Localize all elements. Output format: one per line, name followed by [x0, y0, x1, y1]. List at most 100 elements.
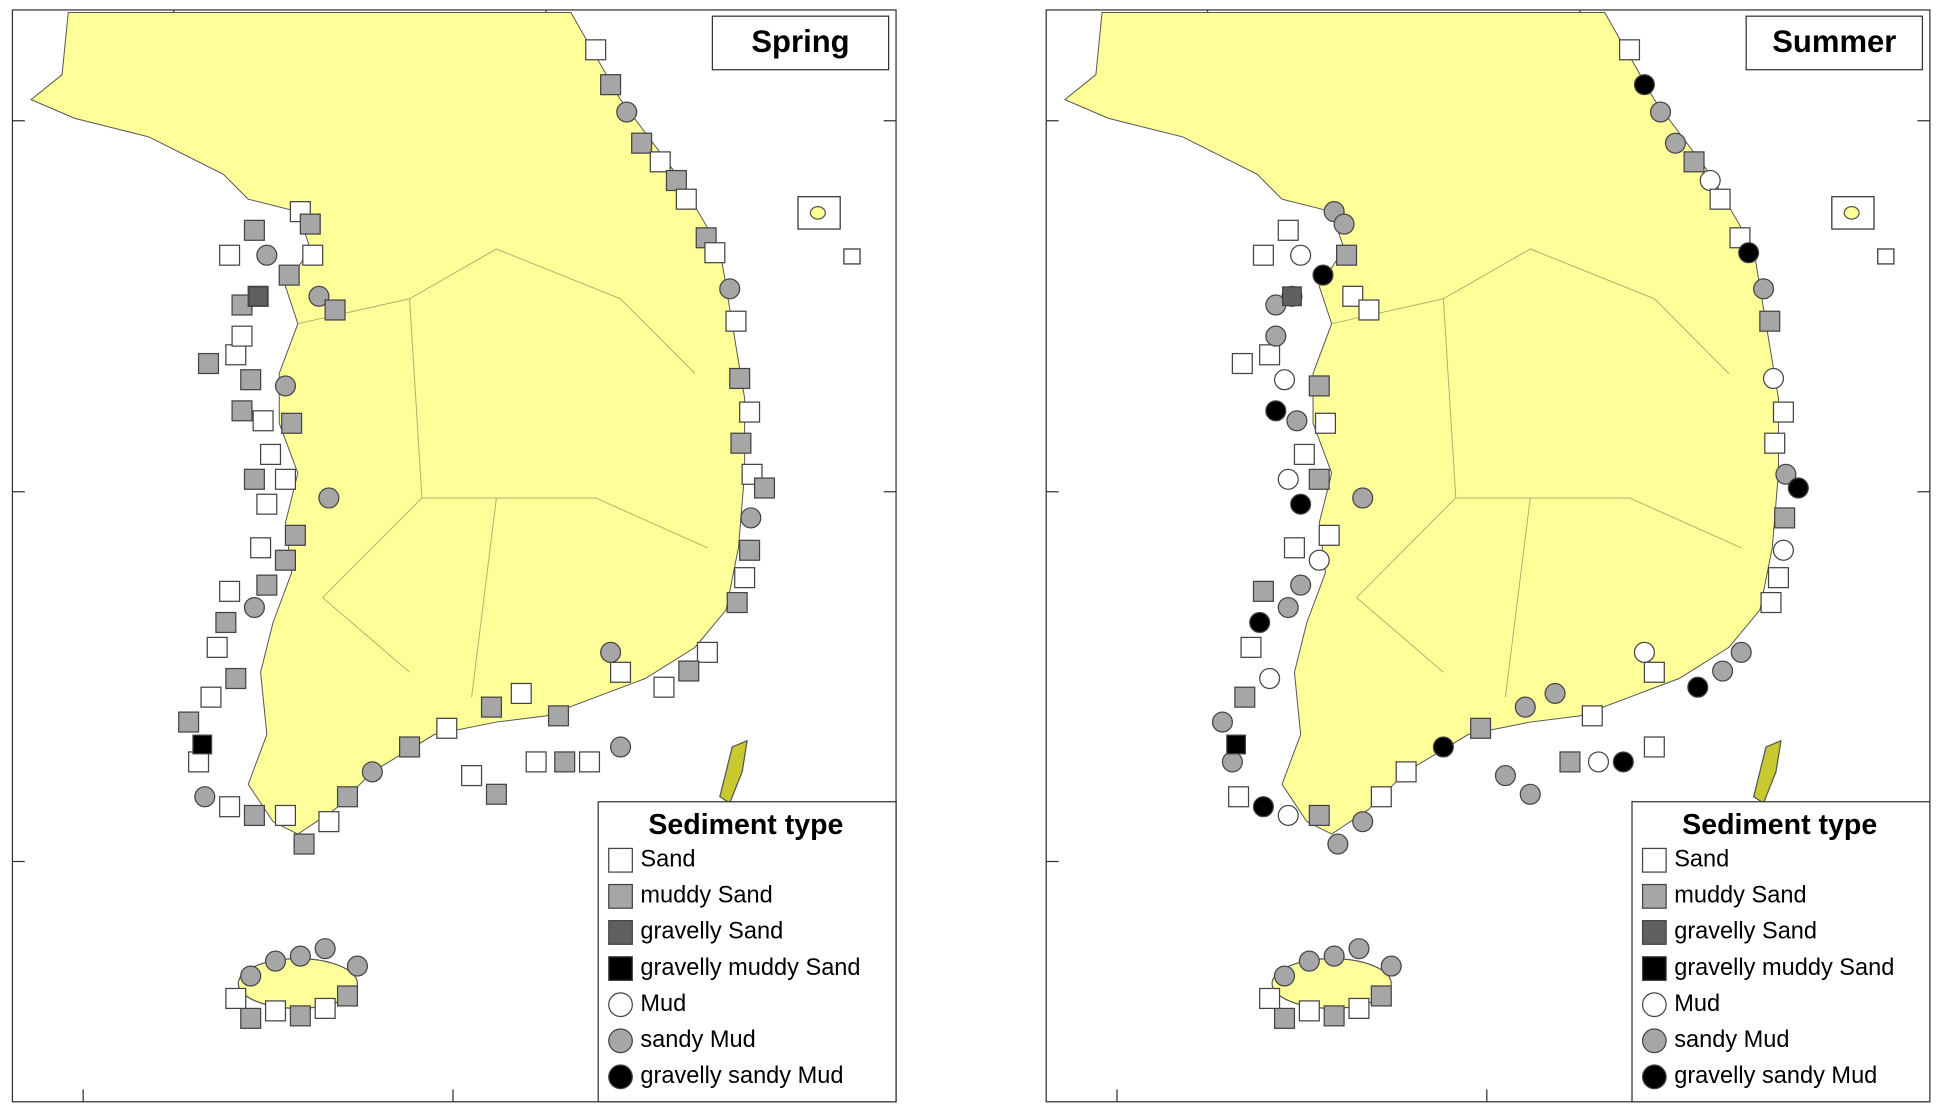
station-square: [726, 591, 748, 614]
station-circle: [616, 101, 638, 123]
station-square: [1283, 537, 1305, 559]
station-square: [231, 400, 253, 422]
legend-title: Sediment type: [1682, 809, 1877, 841]
station-square: [485, 783, 507, 805]
station-square: [649, 151, 671, 173]
station-square: [250, 537, 272, 559]
station-square: [1764, 432, 1786, 454]
station-square: [1293, 443, 1315, 465]
station-square: [1348, 997, 1370, 1019]
station-square: [225, 667, 247, 690]
station-square: [704, 242, 726, 264]
station-circle: [1775, 463, 1797, 485]
station-square: [608, 883, 633, 909]
map-panel: Summer Sediment type Sand muddy Sand gravell…: [1045, 9, 1931, 1103]
inset-box: [1831, 196, 1875, 230]
station-square: [1323, 1005, 1345, 1027]
station-circle: [1641, 1064, 1667, 1090]
station-square: [1336, 244, 1358, 266]
station-square: [729, 367, 751, 390]
station-circle: [1352, 487, 1374, 509]
legend-label: gravelly sandy Mud: [640, 1063, 843, 1089]
station-circle: [1277, 596, 1299, 619]
station-square: [1641, 883, 1667, 909]
station-square: [1231, 352, 1253, 375]
station-square: [547, 705, 570, 727]
station-square: [1259, 344, 1281, 366]
station-square: [200, 686, 222, 708]
station-square: [302, 244, 324, 266]
station-square: [725, 310, 747, 332]
legend-label: Mud: [640, 991, 686, 1017]
station-circle: [1252, 796, 1274, 818]
inset-box: [797, 196, 841, 230]
station-circle: [1259, 667, 1281, 690]
station-square: [739, 401, 761, 423]
station-square: [1641, 920, 1667, 945]
station-circle: [1544, 682, 1566, 705]
station-circle: [1633, 641, 1655, 663]
station-square: [206, 636, 228, 658]
station-square: [1259, 987, 1281, 1010]
station-circle: [1290, 493, 1312, 515]
station-circle: [1633, 74, 1655, 96]
station-circle: [600, 641, 622, 663]
station-circle: [1612, 751, 1634, 773]
station-circle: [1641, 992, 1667, 1018]
station-circle: [608, 1028, 633, 1054]
station-square: [1318, 524, 1340, 546]
station-square: [324, 299, 346, 321]
ulleung-island: [1843, 206, 1860, 220]
station-circle: [1273, 965, 1296, 987]
station-circle: [1730, 641, 1752, 663]
station-square: [278, 264, 300, 286]
station-square: [188, 751, 210, 773]
legend-label: sandy Mud: [1674, 1027, 1789, 1053]
station-square: [1759, 310, 1781, 332]
legend-label: Sand: [640, 846, 695, 872]
station-square: [675, 188, 697, 210]
station-square: [1643, 661, 1665, 683]
station-square: [1709, 188, 1731, 210]
station-circle: [608, 1064, 633, 1090]
station-square: [1277, 219, 1299, 241]
station-square: [336, 786, 359, 808]
station-circle: [194, 786, 216, 808]
station-square: [600, 74, 622, 96]
station-circle: [1352, 811, 1374, 833]
station-square: [1252, 244, 1274, 266]
station-square: [578, 751, 601, 773]
station-square: [197, 352, 220, 375]
station-square: [1618, 39, 1641, 61]
station-circle: [609, 736, 632, 758]
station-square: [1760, 591, 1782, 614]
station-circle: [608, 992, 633, 1018]
station-square: [653, 676, 675, 698]
station-square: [225, 987, 247, 1010]
station-square: [1559, 751, 1581, 773]
legend-label: gravelly muddy Sand: [1674, 955, 1894, 981]
station-square: [314, 997, 336, 1019]
legend-box: [1631, 801, 1931, 1103]
station-square: [1683, 151, 1705, 173]
station-square: [1358, 299, 1380, 321]
station-square: [240, 369, 262, 391]
station-square: [631, 132, 653, 154]
panel-title: Summer: [1772, 24, 1896, 59]
title-box: [711, 15, 890, 71]
station-square: [260, 443, 282, 465]
station-square: [256, 574, 278, 596]
station-square: [219, 796, 241, 818]
station-circle: [1277, 468, 1299, 490]
station-square: [243, 219, 265, 241]
station-square: [1298, 1000, 1320, 1022]
station-square: [1470, 717, 1492, 739]
station-square: [609, 661, 632, 683]
legend-label: Mud: [1674, 991, 1720, 1017]
station-circle: [308, 285, 330, 307]
legend-label: gravelly Sand: [640, 919, 783, 945]
station-circle: [1323, 945, 1345, 967]
station-circle: [264, 950, 287, 972]
station-square: [1282, 286, 1302, 307]
